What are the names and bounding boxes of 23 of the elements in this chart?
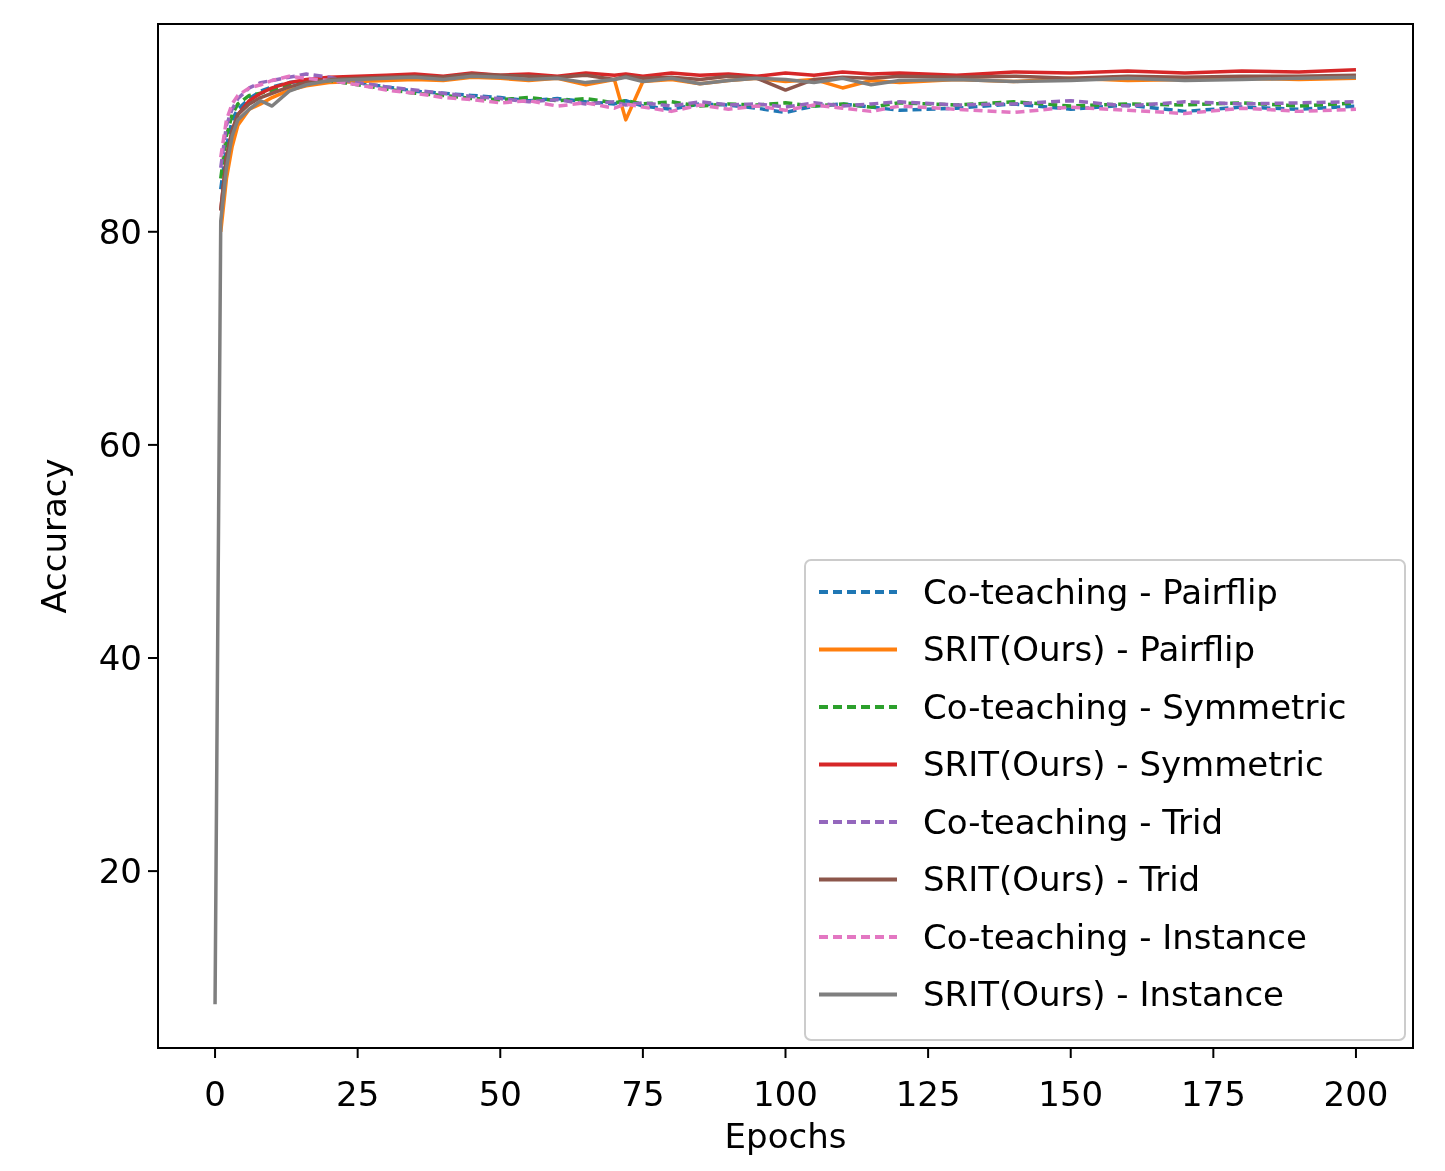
y-tick-label: 80 — [98, 211, 142, 252]
x-tick-label: 150 — [1038, 1074, 1104, 1114]
x-tick-label: 50 — [478, 1074, 522, 1114]
x-tick-label: 200 — [1323, 1074, 1389, 1114]
y-tick-label: 40 — [98, 637, 142, 678]
x-tick-label: 0 — [204, 1074, 226, 1114]
x-axis-title: Epochs — [724, 1116, 847, 1156]
legend-label: SRIT(Ours) - Trid — [923, 859, 1201, 900]
x-tick-label: 175 — [1180, 1074, 1246, 1114]
x-tick-label: 75 — [621, 1074, 665, 1114]
x-tick-label: 125 — [895, 1074, 961, 1114]
y-tick-label: 60 — [98, 424, 142, 465]
legend-label: Co-teaching - Pairflip — [923, 571, 1278, 612]
legend-label: Co-teaching - Instance — [923, 916, 1307, 957]
x-tick-label: 100 — [753, 1074, 818, 1114]
legend-label: Co-teaching - Trid — [923, 801, 1224, 842]
y-tick-label: 20 — [98, 851, 142, 892]
legend-label: Co-teaching - Symmetric — [923, 686, 1347, 727]
legend-label: SRIT(Ours) - Symmetric — [923, 744, 1324, 785]
legend-label: SRIT(Ours) - Instance — [923, 974, 1285, 1015]
legend-label: SRIT(Ours) - Pairflip — [923, 629, 1256, 670]
x-tick-label: 25 — [336, 1074, 380, 1114]
y-axis-title: Accuracy — [34, 458, 74, 614]
